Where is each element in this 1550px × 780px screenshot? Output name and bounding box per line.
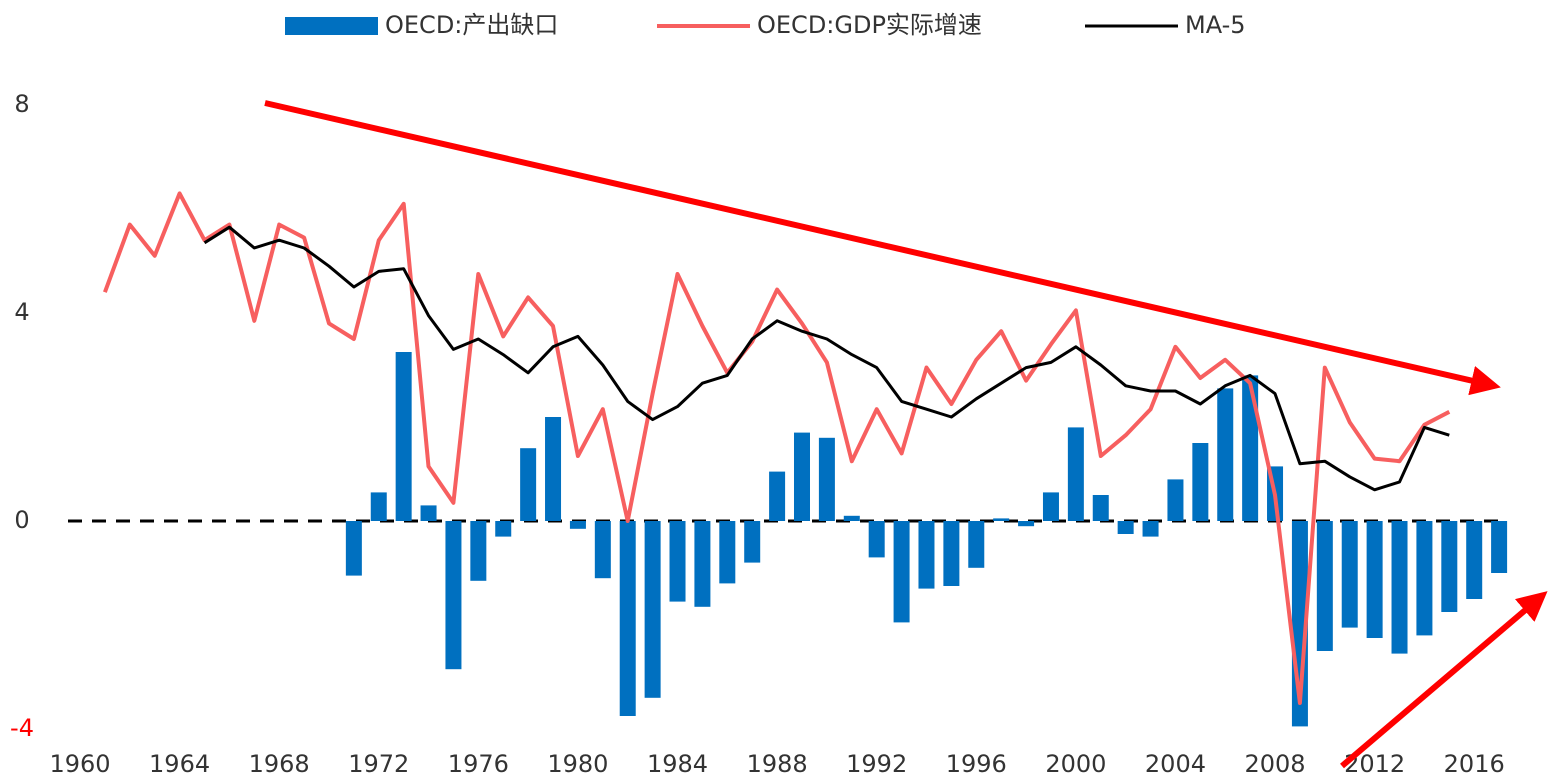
bar [1192,443,1209,521]
bar [918,521,935,589]
bar [1341,521,1358,628]
bar [793,432,810,521]
bar [719,521,736,584]
y-tick-label: -4 [10,714,34,742]
bar [1142,521,1159,537]
bar [1366,521,1383,638]
x-tick-label: 1980 [547,750,608,778]
x-tick-label: 1996 [946,750,1007,778]
bar [1316,521,1333,651]
bar [345,521,362,576]
bar [1466,521,1483,599]
bar [594,521,611,579]
y-tick-label: 4 [14,298,29,326]
x-tick-label: 2008 [1244,750,1305,778]
trend-arrow [264,100,1501,396]
legend-label: OECD:产出缺口 [385,11,558,39]
bar [968,521,985,568]
trend-arrow [1340,591,1548,769]
bar [545,417,562,521]
bar [943,521,960,586]
bar [1067,427,1084,521]
bar [395,352,412,521]
bar [1117,521,1134,534]
y-tick-label: 8 [14,90,29,118]
bar [669,521,686,602]
x-tick-label: 1968 [249,750,310,778]
x-tick-label: 1984 [647,750,708,778]
bar [1217,388,1234,521]
line [203,225,1450,492]
bar [1167,479,1184,521]
bar [993,518,1010,521]
bar [1092,495,1109,521]
bar [370,492,387,521]
legend-label: OECD:GDP实际增速 [757,11,982,39]
plot-area: -4 0 4 8 1960 1964 1968 1972 1976 1980 1984 1988 199… [10,90,1508,778]
bar [843,515,860,521]
bar [520,448,537,521]
bar [445,521,462,670]
bar [619,521,636,716]
bar [420,505,437,521]
x-tick-label: 2000 [1045,750,1106,778]
legend-swatch [285,17,378,35]
x-tick-label: 2004 [1145,750,1206,778]
bar [1391,521,1408,654]
bar [1441,521,1458,612]
bar [1242,375,1259,521]
x-tick-label: 1992 [846,750,907,778]
x-tick-label: 1976 [448,750,509,778]
line [103,191,1451,705]
bar [1018,521,1035,527]
bar [569,521,586,529]
bar [470,521,487,581]
bar [893,521,910,623]
x-tick-label: 1972 [348,750,409,778]
bar [1491,521,1508,573]
x-tick-label: 2016 [1444,750,1505,778]
x-tick-label: 1988 [747,750,808,778]
legend-label: MA-5 [1185,11,1246,39]
bar [694,521,711,607]
x-tick-label: 1960 [49,750,110,778]
y-tick-label: 0 [14,506,29,534]
bar [1042,492,1059,521]
bar [818,437,835,521]
x-tick-label: 1964 [149,750,210,778]
bar [495,521,512,537]
bar [744,521,761,563]
bar [644,521,661,698]
bar [769,471,786,521]
bar [1416,521,1433,636]
bar [868,521,885,558]
